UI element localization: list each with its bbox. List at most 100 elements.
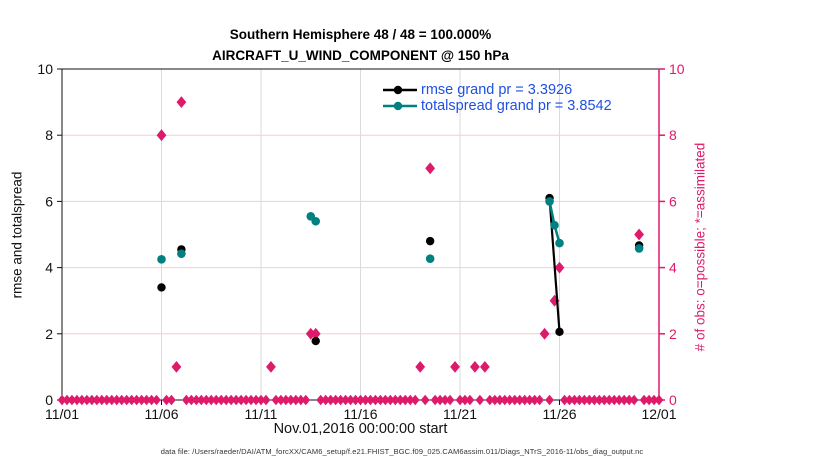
obs-zero-marker [629, 394, 639, 406]
totalspread-marker [425, 254, 435, 263]
y-tick-label-left: 6 [45, 193, 53, 209]
obs-zero-marker [624, 394, 634, 406]
obs-zero-marker [296, 394, 306, 406]
obs-zero-marker [579, 394, 589, 406]
legend-line-totalspread-icon [383, 101, 417, 111]
obs-count-marker [539, 327, 550, 340]
obs-zero-marker [117, 394, 127, 406]
obs-zero-marker [122, 394, 132, 406]
obs-zero-marker [231, 394, 241, 406]
obs-zero-marker [167, 394, 176, 406]
obs-zero-marker [137, 394, 146, 406]
legend-line-rmse-icon [383, 85, 417, 95]
obs-zero-marker [380, 394, 390, 406]
obs-zero-marker [400, 394, 410, 406]
totalspread-marker [311, 216, 321, 226]
obs-zero-marker [594, 394, 604, 406]
obs-zero-marker [390, 394, 400, 406]
obs-zero-marker [465, 394, 475, 406]
obs-zero-marker [271, 394, 281, 406]
obs-zero-marker [535, 394, 544, 406]
obs-zero-marker [410, 394, 420, 406]
obs-zero-marker [366, 394, 375, 406]
obs-zero-marker [261, 394, 271, 406]
rmse-marker [311, 336, 320, 346]
rmse-line [548, 198, 561, 332]
obs-zero-marker [92, 394, 102, 406]
y-tick-label-right: 10 [669, 61, 685, 77]
obs-zero-marker [97, 394, 107, 406]
obs-zero-marker [211, 394, 221, 406]
obs-zero-marker [395, 394, 405, 406]
obs-zero-marker [196, 394, 206, 406]
obs-zero-marker [321, 394, 331, 406]
obs-zero-marker [376, 394, 385, 406]
obs-zero-marker [162, 394, 171, 406]
obs-zero-marker [256, 394, 266, 406]
title-line-1: Southern Hemisphere 48 / 48 = 100.000% [229, 27, 492, 42]
obs-zero-marker [216, 394, 226, 406]
obs-zero-marker [77, 394, 87, 406]
left-axis-label: rmse and totalspread [9, 171, 25, 299]
obs-zero-marker [500, 394, 510, 406]
obs-zero-marker [644, 394, 654, 406]
legend-label-rmse: rmse grand pr = 3.3926 [421, 82, 573, 98]
obs-zero-marker [62, 394, 72, 406]
legend-sample-marker [393, 101, 403, 111]
obs-zero-marker [301, 394, 311, 406]
y-tick-label-right: 4 [669, 260, 677, 276]
x-tick-label: 11/16 [344, 406, 378, 422]
obs-zero-marker [236, 394, 246, 406]
y-tick-label-left: 10 [37, 61, 53, 77]
obs-count-marker [305, 327, 316, 340]
obs-zero-marker [82, 394, 92, 406]
totalspread-marker [157, 255, 166, 264]
obs-zero-marker [316, 394, 326, 406]
obs-zero-marker [565, 394, 574, 406]
obs-count-marker [176, 96, 187, 108]
y-tick-label-right: 8 [669, 127, 677, 143]
obs-zero-marker [614, 394, 624, 406]
obs-zero-marker [490, 394, 500, 406]
obs-zero-marker [142, 394, 151, 406]
obs-zero-marker [495, 394, 505, 406]
y-tick-label-left: 4 [45, 260, 53, 276]
obs-zero-marker [440, 394, 450, 406]
obs-count-marker [450, 361, 460, 373]
totalspread-marker [177, 249, 186, 258]
obs-zero-marker [525, 394, 535, 406]
obs-zero-marker [505, 394, 515, 406]
obs-zero-marker [405, 394, 415, 406]
totalspread-marker [555, 238, 564, 248]
obs-zero-marker [570, 394, 579, 406]
x-tick-label: 11/11 [245, 406, 278, 422]
x-tick-label: 11/01 [45, 406, 79, 422]
obs-zero-marker [460, 394, 470, 406]
chart-title-block: Southern Hemisphere 48 / 48 = 100.000% A… [62, 24, 659, 66]
obs-zero-marker [351, 394, 360, 406]
obs-zero-marker [435, 394, 445, 406]
title-line-2: AIRCRAFT_U_WIND_COMPONENT @ 150 hPa [212, 48, 509, 63]
obs-count-marker [554, 261, 565, 274]
legend-sample-marker [393, 85, 403, 95]
obs-count-marker [171, 361, 182, 373]
totalspread-marker [545, 197, 554, 206]
obs-zero-marker [654, 394, 664, 406]
y-tick-label-right: 6 [669, 193, 677, 209]
y-tick-label-left: 0 [45, 392, 53, 408]
obs-count-marker [310, 327, 321, 340]
obs-zero-marker [201, 394, 211, 406]
legend: rmse grand pr = 3.3926 totalspread grand… [383, 82, 612, 114]
y-tick-label-right: 2 [669, 326, 677, 342]
obs-zero-marker [152, 394, 161, 406]
obs-zero-marker [336, 394, 345, 406]
obs-zero-marker [87, 394, 97, 406]
obs-zero-marker [510, 394, 520, 406]
obs-zero-marker [575, 394, 584, 406]
obs-zero-marker [520, 394, 530, 406]
obs-zero-marker [221, 394, 231, 406]
rmse-marker [157, 283, 166, 292]
obs-zero-marker [251, 394, 261, 406]
